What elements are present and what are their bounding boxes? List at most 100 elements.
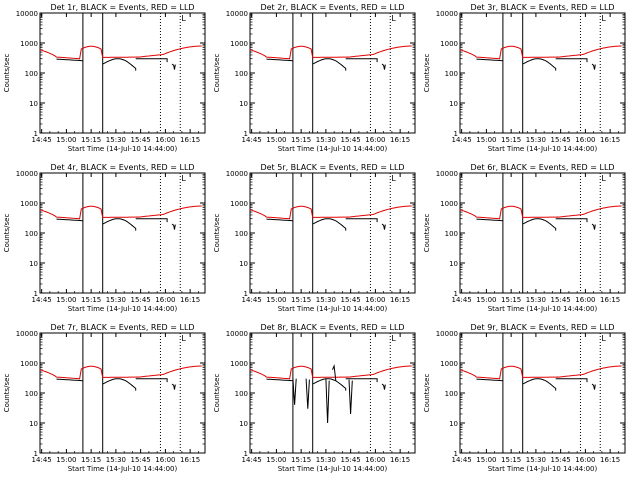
y-tick-label: 1: [34, 290, 38, 298]
x-tick-label: 16:00: [575, 136, 595, 144]
y-axis-label: Counts/sec: [213, 374, 221, 413]
y-tick-label: 1000: [20, 200, 38, 208]
series-line-lld: [249, 365, 412, 380]
y-tick-label: 10000: [226, 170, 248, 178]
x-tick-label: 15:00: [266, 296, 286, 304]
series-line-events: [345, 58, 378, 63]
y-tick-label: 10: [449, 100, 458, 108]
series-line-lld: [249, 205, 412, 220]
y-tick-label: 10000: [436, 10, 458, 18]
x-tick-label: 14:45: [452, 456, 472, 464]
x-axis-label: Start Time (14-Jul-10 14:44:00): [488, 305, 598, 313]
x-tick-label: 15:00: [476, 136, 496, 144]
chart-title: Det 6r, BLACK = Events, RED = LLD: [470, 163, 614, 172]
series-line-events: [266, 58, 293, 62]
x-tick-label: 15:45: [131, 456, 151, 464]
series-line-lld: [39, 205, 202, 220]
y-tick-label: 100: [25, 70, 38, 78]
series-line-events: [56, 58, 83, 62]
x-tick-label: 16:15: [390, 456, 410, 464]
x-tick-label: 14:45: [32, 456, 52, 464]
chart-title: Det 7r, BLACK = Events, RED = LLD: [50, 323, 194, 332]
x-tick-label: 15:45: [551, 456, 571, 464]
x-tick-label: 15:45: [131, 136, 151, 144]
series-line-events: [476, 218, 503, 222]
x-tick-label: 16:15: [180, 456, 200, 464]
series-line-events: [312, 378, 347, 391]
chart-title: Det 8r, BLACK = Events, RED = LLD: [260, 323, 404, 332]
chart-panel: Det 6r, BLACK = Events, RED = LLD 1 10 100 1…: [423, 163, 626, 313]
series-line-events: [312, 58, 347, 71]
x-axis-label: Start Time (14-Jul-10 14:44:00): [278, 145, 388, 153]
x-tick-label: 16:00: [155, 136, 175, 144]
y-tick-label: 1: [34, 130, 38, 138]
x-tick-label: 15:30: [526, 136, 546, 144]
y-tick-label: 1000: [20, 360, 38, 368]
y-tick-label: 10000: [16, 10, 38, 18]
x-tick-label: 15:00: [266, 456, 286, 464]
y-axis-label: Counts/sec: [3, 54, 11, 93]
y-tick-label: 1000: [440, 200, 458, 208]
legend-mark: L: [391, 174, 396, 183]
x-tick-label: 15:30: [526, 296, 546, 304]
y-tick-label: 1000: [230, 360, 248, 368]
x-tick-label: 15:45: [341, 456, 361, 464]
chart-title: Det 9r, BLACK = Events, RED = LLD: [470, 323, 614, 332]
series-line-events: [522, 58, 557, 71]
legend-mark: L: [601, 334, 606, 343]
series-line-events: [381, 383, 386, 390]
y-tick-label: 10: [449, 260, 458, 268]
series-line-lld: [459, 365, 622, 380]
x-tick-label: 14:45: [32, 136, 52, 144]
chart-panel: Det 2r, BLACK = Events, RED = LLD 1 10 100 1…: [213, 3, 416, 153]
series-line-events: [171, 63, 176, 70]
series-line-events: [345, 378, 378, 383]
x-tick-label: 15:15: [291, 136, 311, 144]
x-tick-label: 15:00: [56, 456, 76, 464]
y-tick-label: 1: [34, 450, 38, 458]
y-tick-label: 10: [239, 260, 248, 268]
series-line-events: [266, 218, 293, 222]
chart-panel: Det 5r, BLACK = Events, RED = LLD 1 10 100 1…: [213, 163, 416, 313]
series-line-events: [591, 223, 596, 230]
y-tick-label: 100: [445, 230, 458, 238]
chart-panel: Det 8r, BLACK = Events, RED = LLD 1 10 100 1…: [213, 323, 416, 473]
legend-mark: L: [181, 334, 186, 343]
series-line-events: [171, 383, 176, 390]
y-tick-label: 10: [29, 100, 38, 108]
x-tick-label: 15:00: [476, 296, 496, 304]
y-tick-label: 1000: [20, 40, 38, 48]
x-tick-label: 15:30: [316, 456, 336, 464]
x-tick-label: 14:45: [32, 296, 52, 304]
x-tick-label: 15:15: [81, 136, 101, 144]
chart-title: Det 4r, BLACK = Events, RED = LLD: [50, 163, 194, 172]
x-tick-label: 15:15: [81, 456, 101, 464]
y-tick-label: 100: [235, 390, 248, 398]
x-tick-label: 15:45: [551, 296, 571, 304]
x-tick-label: 15:15: [501, 456, 521, 464]
x-tick-label: 15:15: [291, 296, 311, 304]
chart-panel: Det 3r, BLACK = Events, RED = LLD 1 10 100 1…: [423, 3, 626, 153]
series-line-lld: [249, 45, 412, 60]
y-axis-label: Counts/sec: [423, 374, 431, 413]
series-line-lld: [459, 205, 622, 220]
series-line-events: [522, 218, 557, 231]
series-line-lld: [39, 45, 202, 60]
series-line-events: [135, 58, 168, 63]
y-axis-label: Counts/sec: [3, 214, 11, 253]
series-line-events: [555, 378, 588, 383]
y-tick-label: 1: [244, 450, 248, 458]
y-tick-label: 100: [235, 230, 248, 238]
x-tick-label: 14:45: [452, 296, 472, 304]
x-tick-label: 15:00: [56, 136, 76, 144]
x-tick-label: 16:15: [600, 456, 620, 464]
x-tick-label: 15:45: [131, 296, 151, 304]
y-axis-label: Counts/sec: [423, 214, 431, 253]
legend-mark: L: [181, 14, 186, 23]
series-line-events: [476, 58, 503, 62]
series-line-events: [102, 378, 137, 391]
y-tick-label: 10000: [226, 10, 248, 18]
legend-mark: L: [391, 14, 396, 23]
series-line-events: [345, 218, 378, 223]
x-tick-label: 16:00: [365, 136, 385, 144]
